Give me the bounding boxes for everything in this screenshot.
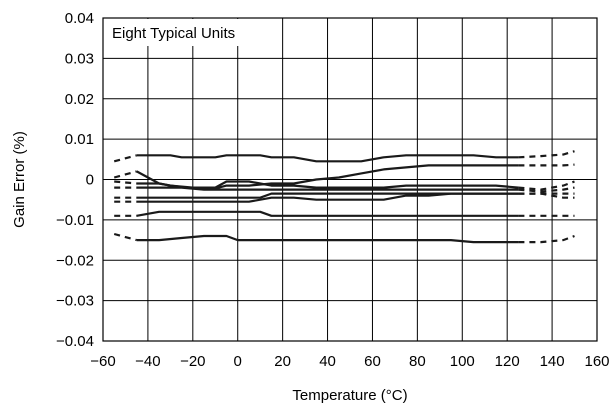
series-unit-8	[113, 232, 575, 244]
annotation-background	[104, 19, 262, 46]
x-tick-label: 160	[584, 353, 609, 370]
x-axis-title: Temperature (°C)	[292, 387, 407, 404]
series-line-dashed-left	[113, 170, 137, 179]
series-line-dashed-left	[114, 180, 137, 185]
x-tick-label: −60	[90, 353, 115, 370]
y-tick-label: 0.02	[65, 91, 94, 108]
y-tick-label: 0.01	[65, 131, 94, 148]
series-line-dashed-right	[518, 192, 575, 199]
series-line-solid	[136, 210, 519, 217]
series-line-solid	[136, 180, 519, 189]
x-tick-label: −20	[180, 353, 205, 370]
series-line-dashed-left	[113, 154, 137, 163]
series-line-dashed-right	[518, 163, 575, 167]
y-tick-label: 0.04	[65, 10, 94, 27]
series-line-dashed-right	[518, 234, 575, 244]
series-layer	[113, 150, 575, 244]
x-tick-label: 140	[540, 353, 565, 370]
series-line-dashed-left	[113, 232, 137, 242]
y-tick-label: 0.03	[65, 50, 94, 67]
x-tick-label: 20	[274, 353, 291, 370]
series-line-solid	[136, 234, 519, 244]
y-tick-label: 0	[86, 172, 94, 189]
x-tick-label: 40	[319, 353, 336, 370]
series-unit-4	[114, 186, 575, 193]
series-line-solid	[136, 186, 519, 191]
grid-layer	[103, 18, 597, 341]
series-line-dashed-right	[518, 150, 575, 159]
x-tick-label: −40	[135, 353, 160, 370]
y-tick-label: −0.01	[56, 212, 94, 229]
series-line-solid	[136, 154, 519, 163]
series-line-solid	[136, 192, 519, 203]
annotation-box: Eight Typical Units	[104, 19, 262, 46]
x-tick-label: 0	[234, 353, 242, 370]
y-tick-labels: 0.04 0.03 0.02 0.01 0 −0.01 −0.02 −0.03 −0.04	[56, 10, 94, 350]
annotation-label: Eight Typical Units	[112, 25, 235, 42]
series-unit-6	[114, 192, 575, 203]
x-tick-label: 120	[495, 353, 520, 370]
series-unit-3	[114, 180, 575, 191]
x-tick-label: 100	[450, 353, 475, 370]
y-tick-label: −0.03	[56, 293, 94, 310]
y-axis-title: Gain Error (%)	[11, 131, 28, 228]
series-unit-7	[114, 210, 575, 217]
y-tick-label: −0.04	[56, 333, 94, 350]
plot-frame	[102, 17, 598, 342]
x-tick-labels: −60 −40 −20 0 20 40 60 80 100 120 140 160	[90, 353, 609, 370]
series-line-dashed-right	[518, 186, 575, 193]
y-tick-label: −0.02	[56, 252, 94, 269]
series-unit-1	[113, 150, 575, 163]
x-tick-label: 80	[409, 353, 426, 370]
x-tick-label: 60	[364, 353, 381, 370]
series-unit-2	[113, 163, 575, 190]
series-line-dashed-right	[518, 180, 575, 191]
